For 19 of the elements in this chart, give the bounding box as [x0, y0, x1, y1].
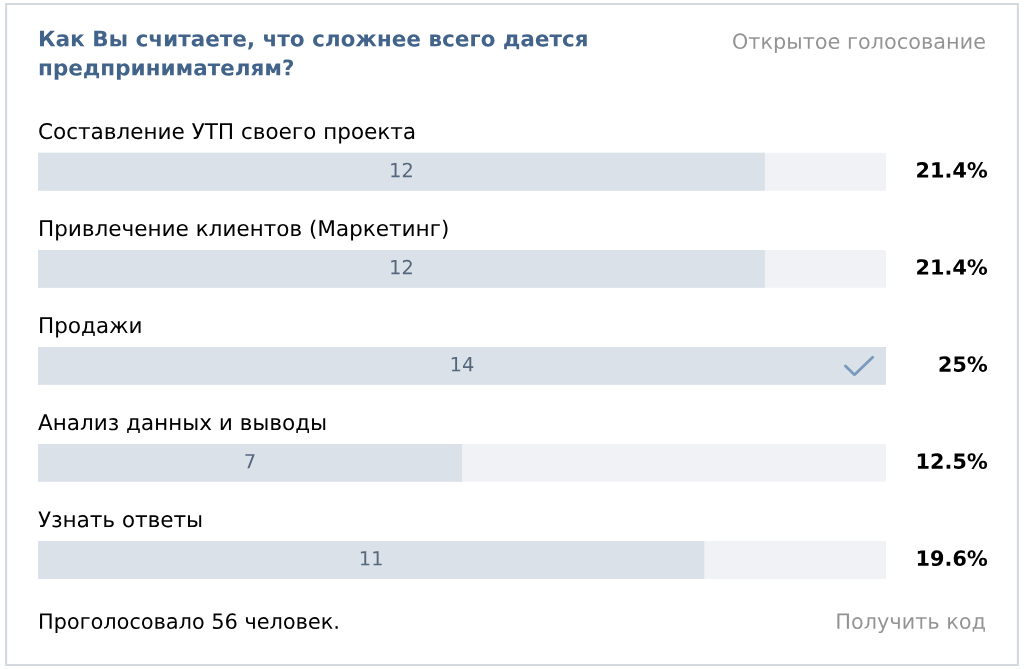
chart-subtitle: Открытое голосование	[733, 33, 985, 54]
text: 25%	[939, 356, 988, 372]
y-tick-label: Анализ данных и выводы	[38, 414, 326, 434]
chart-title: Как Вы считаете, что сложнее всего дается предпринимателям?	[39, 30, 587, 80]
data-label: 12	[391, 162, 412, 178]
text: 21.4%	[917, 259, 988, 275]
data-label: 12	[391, 259, 412, 275]
text: Проголосовало 56 человек.	[40, 613, 338, 634]
data-label: 11	[360, 551, 382, 566]
text: 19.6%	[917, 550, 988, 567]
text: 21.4%	[917, 162, 988, 178]
data-label: 14	[451, 357, 474, 372]
y-tick-label: Продажи	[40, 317, 141, 338]
data-label: 7	[245, 454, 255, 469]
text: 12.5%	[917, 453, 988, 469]
y-tick-label: Составление УТП своего проекта	[39, 122, 415, 144]
y-tick-label: Привлечение клиентов (Маркетинг)	[40, 219, 448, 241]
y-tick-label: Узнать ответы	[38, 511, 202, 528]
text: Получить код	[837, 613, 985, 634]
